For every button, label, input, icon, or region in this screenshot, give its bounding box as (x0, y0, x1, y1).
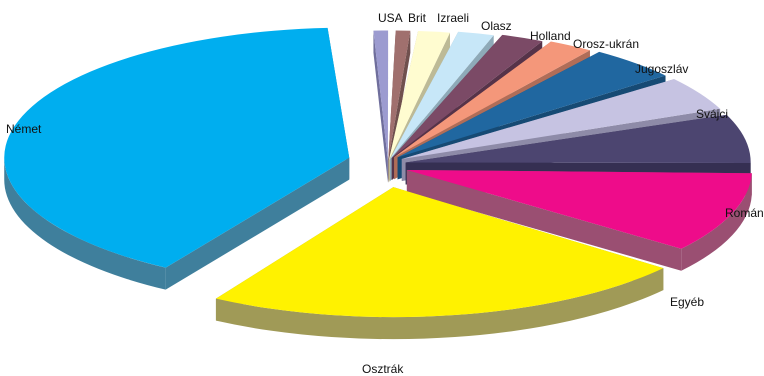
slice-cut-wall (406, 169, 682, 271)
slice-side (215, 268, 664, 340)
slice-cut-wall (165, 157, 350, 290)
slice-side (681, 173, 752, 271)
slice-top (388, 30, 411, 161)
slice-label: USA (378, 11, 403, 25)
slice-label: Jugoszláv (635, 62, 688, 76)
slice-top (373, 30, 389, 161)
slice-usa (373, 30, 389, 183)
slice-label: Román (725, 206, 764, 220)
slice-label: Orosz-ukrán (573, 37, 639, 51)
slice-top (215, 187, 664, 318)
slice-top (389, 31, 494, 160)
slice-label: Izraeli (437, 11, 469, 25)
slice-top (397, 51, 666, 158)
slice-side (4, 157, 166, 290)
slice-top (405, 114, 751, 164)
slice-top (401, 79, 721, 159)
slice-német (4, 27, 350, 290)
slice-label: Egyéb (670, 295, 704, 309)
slice-label: Holland (530, 29, 571, 43)
slice-top (394, 41, 590, 158)
slice-top (406, 169, 752, 249)
slice-cut-wall (373, 30, 388, 183)
slice-label: Német (6, 122, 42, 136)
slice-label: Olasz (481, 19, 512, 33)
slice-egyéb (406, 169, 752, 271)
slice-top (391, 34, 543, 159)
slice-top (4, 27, 350, 268)
slice-label: Svájci (696, 107, 728, 121)
slice-top (388, 31, 450, 161)
slice-label: Osztrák (362, 362, 404, 376)
slice-label: Brit (408, 11, 427, 25)
slice-osztrák (215, 187, 664, 340)
